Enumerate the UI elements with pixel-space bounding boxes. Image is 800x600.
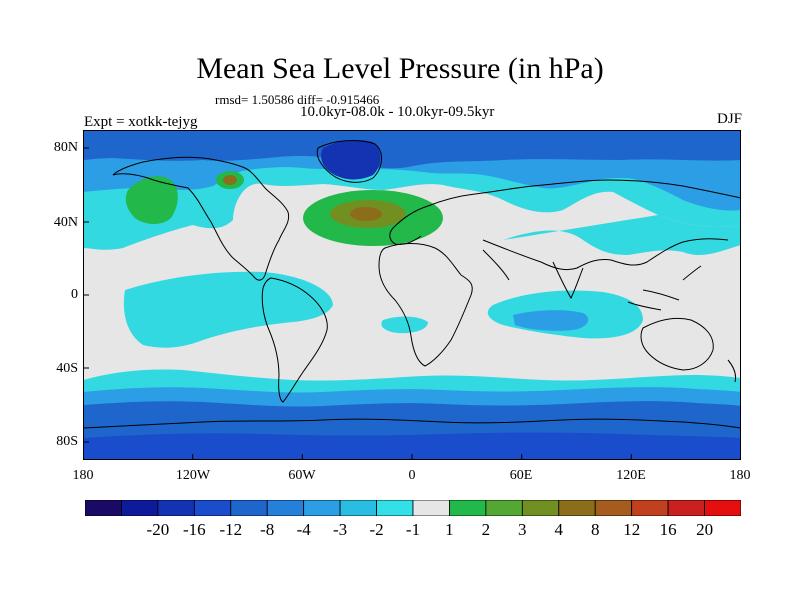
y-tick-80s: 80S — [56, 434, 78, 449]
colorbar-label: -4 — [296, 520, 311, 539]
y-tick-40s: 40S — [56, 361, 78, 376]
colorbar-box-10 — [449, 500, 487, 516]
x-tick-120e: 120E — [616, 468, 646, 483]
atlantic-high-core — [350, 207, 382, 221]
colorbar-box-6 — [303, 500, 341, 516]
x-tick-180w: 180 — [72, 468, 94, 483]
axis-ticks — [83, 147, 741, 460]
y-tick-0: 0 — [71, 287, 78, 302]
colorbar-label: -3 — [333, 520, 348, 539]
colorbar-box-1 — [121, 500, 159, 516]
coastlines — [83, 140, 741, 429]
colorbar-box-17 — [704, 500, 741, 516]
colorbar-box-9 — [412, 500, 450, 516]
colorbar-label: 20 — [696, 520, 714, 539]
colorbar-box-4 — [230, 500, 268, 516]
colorbar-label: 12 — [623, 520, 641, 539]
period-line: 10.0kyr-08.0k - 10.0kyr-09.5kyr — [300, 104, 495, 120]
x-tick-120w: 120W — [175, 468, 211, 483]
chart-title: Mean Sea Level Pressure (in hPa) — [196, 52, 604, 85]
colorbar — [85, 500, 741, 516]
canada-core — [223, 175, 237, 185]
colorbar-label: 4 — [554, 520, 564, 539]
x-tick-180e: 180 — [729, 468, 751, 483]
colorbar-box-14 — [594, 500, 633, 516]
north-deep-blue — [83, 130, 741, 169]
south-deepest-band — [83, 432, 741, 460]
colorbar-label: -8 — [260, 520, 275, 539]
atlantic-tropical-cyan — [381, 316, 428, 334]
colorbar-box-11 — [485, 500, 523, 516]
colorbar-labels: -20 -16 -12 -8 -4 -3 -2 -1 1 2 3 4 8 12 16 20 — [0, 520, 800, 544]
colorbar-label: 16 — [659, 520, 677, 539]
pressure-map — [83, 130, 741, 460]
stats-line: rmsd= 1.50586 diff= -0.915466 — [215, 92, 380, 107]
asia-cyan-tongue — [503, 215, 741, 255]
pacific-tropical-cyan — [123, 271, 333, 348]
x-tick-60e: 60E — [509, 468, 533, 483]
colorbar-label: -16 — [182, 520, 206, 539]
indian-ocean-blue — [513, 310, 589, 331]
colorbar-box-5 — [266, 500, 305, 516]
colorbar-box-13 — [558, 500, 596, 516]
colorbar-label: -12 — [219, 520, 243, 539]
experiment-label: Expt = xotkk-tejyg — [84, 114, 198, 130]
colorbar-label: 1 — [445, 520, 454, 539]
season-label: DJF — [716, 111, 742, 127]
colorbar-label: 8 — [590, 520, 600, 539]
x-tick-60w: 60W — [288, 468, 316, 483]
y-tick-80n: 80N — [53, 140, 78, 155]
colorbar-box-7 — [339, 500, 377, 516]
colorbar-label: 3 — [518, 520, 527, 539]
colorbar-label: -20 — [146, 520, 170, 539]
colorbar-label: -1 — [405, 520, 421, 539]
colorbar-box-2 — [157, 500, 195, 516]
pacific-green — [125, 176, 178, 224]
colorbar-box-15 — [631, 500, 669, 516]
colorbar-label: 2 — [481, 520, 491, 539]
x-tick-0: 0 — [408, 468, 416, 483]
colorbar-box-0 — [85, 500, 122, 516]
colorbar-box-16 — [667, 500, 705, 516]
greenland-dark-blue — [321, 140, 381, 180]
y-tick-40n: 40N — [53, 215, 78, 230]
colorbar-box-3 — [193, 500, 232, 516]
colorbar-box-8 — [376, 500, 414, 516]
colorbar-box-12 — [521, 500, 560, 516]
colorbar-label: -2 — [369, 520, 384, 539]
